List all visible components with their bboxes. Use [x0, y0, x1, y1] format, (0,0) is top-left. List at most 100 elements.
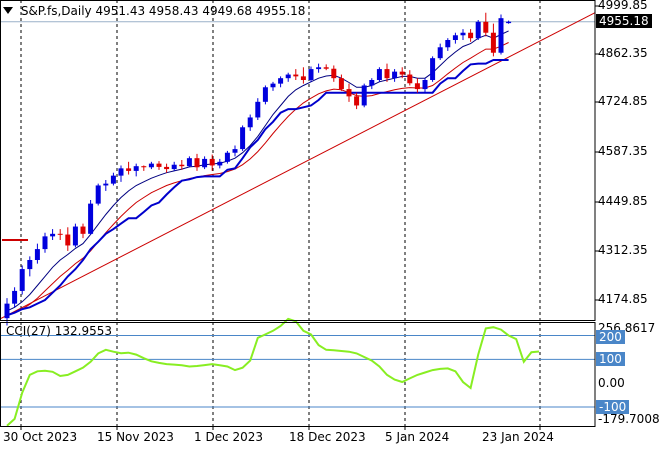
bear-candle: [164, 163, 170, 173]
bull-candle: [88, 200, 94, 235]
candle-body: [224, 152, 230, 162]
candle-body: [278, 78, 284, 84]
bull-candle: [422, 78, 428, 92]
bull-candle: [148, 161, 154, 170]
bull-candle: [217, 158, 223, 169]
time-axis-label: 30 Oct 2023: [3, 430, 78, 444]
chart-header: S&P.fs,Daily 4951.43 4958.43 4949.68 495…: [3, 4, 305, 18]
candle-body: [308, 69, 314, 80]
bull-candle: [498, 14, 504, 55]
bear-candle: [414, 78, 420, 93]
cci-panel-border: [0, 322, 596, 427]
bull-candle: [430, 56, 436, 82]
candle-body: [209, 158, 215, 166]
candle-body: [369, 80, 375, 86]
bear-candle: [80, 223, 86, 239]
candle-body: [88, 203, 94, 234]
candle-body: [262, 87, 268, 102]
candle-body: [186, 158, 192, 167]
bull-candle: [247, 114, 253, 131]
candle-body: [232, 149, 238, 153]
candle-body: [217, 161, 223, 166]
candle-body: [293, 74, 299, 77]
candle-body: [399, 71, 405, 75]
candle-body: [498, 18, 504, 53]
bull-candle: [12, 287, 18, 308]
bull-candle: [110, 172, 116, 186]
bull-candle: [308, 66, 314, 82]
bull-candle: [27, 256, 33, 277]
candle-body: [483, 21, 489, 33]
time-axis-label: 5 Jan 2024: [385, 430, 450, 444]
bull-candle: [316, 63, 322, 73]
candle-body: [19, 269, 25, 291]
bull-candle: [255, 98, 261, 120]
bull-candle: [103, 180, 109, 191]
candle-body: [103, 183, 109, 186]
bear-candle: [483, 12, 489, 37]
candle-body: [247, 117, 253, 128]
bull-candle: [232, 145, 238, 157]
bull-candle: [72, 223, 78, 248]
candle-body: [430, 58, 436, 80]
candle-body: [323, 67, 329, 69]
candle-body: [506, 21, 512, 24]
time-axis-label: 23 Jan 2024: [482, 430, 554, 444]
candle-body: [445, 40, 451, 48]
candle-body: [95, 185, 101, 204]
bear-candle: [209, 154, 215, 171]
cci-line: [6, 317, 540, 427]
bull-candle: [171, 161, 177, 171]
candle-body: [354, 96, 360, 106]
candle-body: [126, 168, 132, 171]
candle-body: [376, 69, 382, 80]
candle-body: [27, 260, 33, 270]
time-axis-label: 18 Dec 2023: [289, 430, 366, 444]
candle-body: [270, 83, 276, 88]
bear-candle: [179, 160, 185, 170]
candle-body: [468, 32, 474, 39]
candle-body: [338, 78, 344, 90]
bear-candle: [323, 64, 329, 71]
candle-body: [57, 233, 63, 235]
candle-body: [407, 74, 413, 84]
candle-body: [179, 164, 185, 167]
time-axis-label: 15 Nov 2023: [97, 430, 174, 444]
bull-candle: [262, 85, 268, 105]
bull-candle: [240, 125, 246, 151]
candle-body: [255, 101, 261, 118]
price-axis-label: 4587.35: [598, 144, 648, 158]
candle-body: [4, 303, 10, 319]
candle-body: [346, 89, 352, 97]
bull-candle: [50, 229, 56, 240]
bear-candle: [407, 70, 413, 86]
price-axis-label: 4449.85: [598, 194, 648, 208]
candle-body: [72, 226, 78, 246]
bull-candle: [475, 20, 481, 40]
price-axis-label: 4999.85: [598, 0, 648, 12]
bear-candle: [293, 69, 299, 80]
bear-candle: [331, 65, 337, 82]
bear-candle: [490, 23, 496, 57]
candle-body: [300, 76, 306, 80]
bull-candle: [376, 67, 382, 82]
dropdown-arrow-icon[interactable]: [3, 7, 13, 14]
cci-level-200: 200: [596, 330, 625, 344]
support-stop-line: [6, 59, 509, 317]
price-panel-border: [0, 0, 596, 321]
bear-candle: [57, 229, 63, 240]
bull-candle: [118, 165, 124, 182]
candle-body: [141, 166, 147, 168]
bear-candle: [384, 63, 390, 82]
candle-body: [42, 236, 48, 250]
bear-candle: [338, 74, 344, 91]
bull-candle: [278, 76, 284, 88]
candle-body: [65, 234, 71, 246]
candle-body: [437, 47, 443, 59]
candle-body: [133, 166, 139, 171]
candle-body: [164, 166, 170, 170]
bear-candle: [65, 227, 71, 251]
cci-chart: [6, 317, 540, 427]
candle-body: [414, 83, 420, 90]
